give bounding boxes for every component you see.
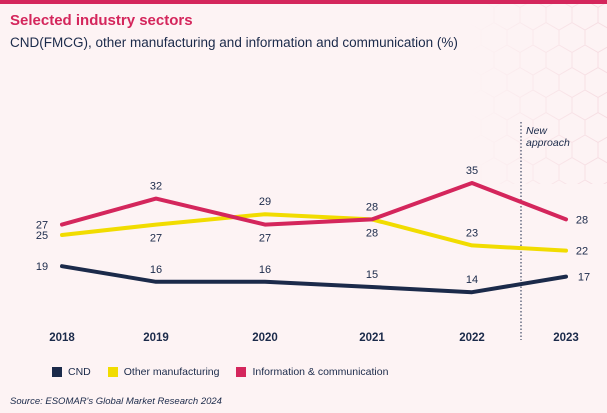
legend-swatch-other-manufacturing: [107, 367, 118, 377]
series-line-cnd: [60, 264, 568, 295]
legend-label-other-manufacturing: Other manufacturing: [123, 366, 220, 378]
chart-subtitle: CND(FMCG), other manufacturing and infor…: [10, 35, 458, 50]
series-line-other-manufacturing: [60, 212, 568, 253]
data-label-other-manufacturing-2021: 28: [366, 227, 378, 239]
legend-item-cnd: CND: [52, 366, 91, 378]
source-note: Source: ESOMAR's Global Market Research …: [10, 396, 222, 407]
legend-item-other-manufacturing: Other manufacturing: [107, 366, 220, 378]
annotation-new-approach-line-1: New: [526, 125, 548, 137]
data-label-other-manufacturing-2019: 27: [150, 233, 162, 245]
data-label-information-communication-2023: 28: [576, 214, 588, 226]
legend-label-information-communication: Information & communication: [252, 366, 389, 378]
legend-swatch-information-communication: [236, 367, 247, 377]
data-label-other-manufacturing-2023: 22: [576, 246, 588, 258]
data-label-information-communication-2019: 32: [150, 181, 162, 193]
data-label-information-communication-2018: 27: [36, 220, 48, 232]
data-label-cnd-2022: 14: [466, 274, 478, 286]
data-label-other-manufacturing-2020: 29: [259, 196, 271, 208]
data-label-other-manufacturing-2022: 23: [466, 227, 478, 239]
chart-title: Selected industry sectors: [10, 12, 193, 29]
data-label-other-manufacturing-2018: 25: [36, 230, 48, 242]
legend-label-cnd: CND: [68, 366, 91, 378]
annotation-new-approach-line-2: approach: [526, 137, 570, 149]
x-tick-label-2023: 2023: [553, 332, 579, 344]
data-label-cnd-2018: 19: [36, 261, 48, 273]
data-label-cnd-2021: 15: [366, 269, 378, 281]
x-tick-label-2021: 2021: [359, 332, 385, 344]
chart-legend: CND Other manufacturing Information & co…: [52, 366, 405, 378]
x-tick-label-2020: 2020: [252, 332, 278, 344]
x-tick-label-2019: 2019: [143, 332, 169, 344]
top-accent-bar: [0, 0, 607, 4]
series-line-information-communication: [60, 181, 568, 227]
legend-swatch-cnd: [52, 367, 62, 377]
data-label-cnd-2019: 16: [150, 264, 162, 276]
x-tick-label-2018: 2018: [49, 332, 75, 344]
data-label-information-communication-2020: 27: [259, 233, 271, 245]
data-label-cnd-2020: 16: [259, 264, 271, 276]
legend-item-information-communication: Information & communication: [236, 366, 388, 378]
x-tick-label-2022: 2022: [459, 332, 485, 344]
data-label-cnd-2023: 17: [578, 272, 590, 284]
data-label-information-communication-2021: 28: [366, 201, 378, 213]
data-label-information-communication-2022: 35: [466, 165, 478, 177]
